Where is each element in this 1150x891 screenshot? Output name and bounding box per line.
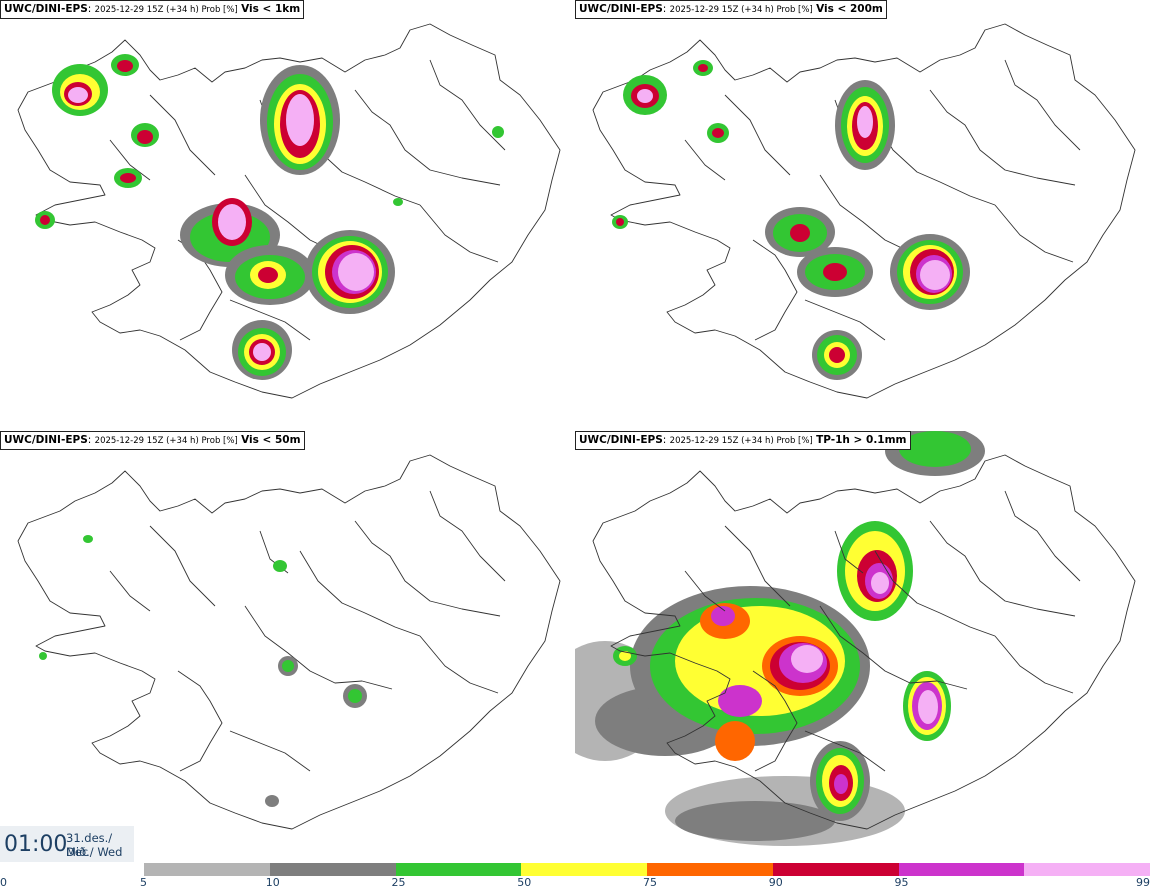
map-panel-vis-200m: UWC/DINI-EPS: 2025-12-29 15Z (+34 h) Pro… [575,0,1150,430]
colorbar-segment [521,863,647,876]
map-canvas [592,23,1136,399]
colorbar-segment [898,863,1025,876]
colorbar-segment [144,863,270,876]
variable-name: TP-1h > 0.1mm [816,434,907,446]
run-info: 2025-12-29 15Z (+34 h) Prob [%] [94,436,238,446]
run-info: 2025-12-29 15Z (+34 h) Prob [%] [94,5,238,15]
variable-name: Vis < 1km [241,3,301,15]
colorbar-tick-label: 90 [768,876,783,889]
model-name: UWC/DINI-EPS [579,434,663,446]
colorbar-tick-label: 5 [140,876,147,889]
map-panel-vis-50m: UWC/DINI-EPS: 2025-12-29 15Z (+34 h) Pro… [0,431,575,861]
panel-title: UWC/DINI-EPS: 2025-12-29 15Z (+34 h) Pro… [0,0,305,19]
colorbar-segment [269,863,396,876]
map-canvas [17,23,561,399]
model-name: UWC/DINI-EPS [4,434,88,446]
valid-time: 01:00 [4,832,68,857]
probability-field [39,535,367,807]
colorbar-tick-label: 95 [894,876,909,889]
map-canvas [17,454,561,830]
run-info: 2025-12-29 15Z (+34 h) Prob [%] [669,5,813,15]
colorbar-tick-label: 25 [391,876,406,889]
panel-title: UWC/DINI-EPS: 2025-12-29 15Z (+34 h) Pro… [575,431,911,450]
panel-title: UWC/DINI-EPS: 2025-12-29 15Z (+34 h) Pro… [575,0,887,19]
colorbar-tick-label: 75 [643,876,657,889]
valid-weekday: Mið./ Wed [66,845,123,859]
map-panel-precip: UWC/DINI-EPS: 2025-12-29 15Z (+34 h) Pro… [575,431,1150,861]
probability-field [35,54,504,380]
model-name: UWC/DINI-EPS [579,3,663,15]
colorbar-tick-label: 0 [0,876,7,889]
colorbar-tick-label: 99 [1136,876,1150,889]
colorbar-segment [395,863,522,876]
colorbar-tick-label: 50 [517,876,532,889]
valid-date: 31.des./ Dec [66,831,113,859]
colorbar-tick-label: 10 [265,876,280,889]
map-canvas [575,431,1136,846]
variable-name: Vis < 200m [816,3,883,15]
colorbar-segment [647,863,773,876]
probability-field [612,60,970,380]
valid-time-box: 01:00 31.des./ Dec Mið./ Wed [0,826,134,862]
variable-name: Vis < 50m [241,434,301,446]
panel-title: UWC/DINI-EPS: 2025-12-29 15Z (+34 h) Pro… [0,431,305,450]
colorbar-segment [1024,863,1150,876]
map-panel-vis-1km: UWC/DINI-EPS: 2025-12-29 15Z (+34 h) Pro… [0,0,575,430]
colorbar-segment [772,863,899,876]
model-name: UWC/DINI-EPS [4,3,88,15]
probability-colorbar [144,863,1150,876]
run-info: 2025-12-29 15Z (+34 h) Prob [%] [669,436,813,446]
probability-field [575,431,985,846]
